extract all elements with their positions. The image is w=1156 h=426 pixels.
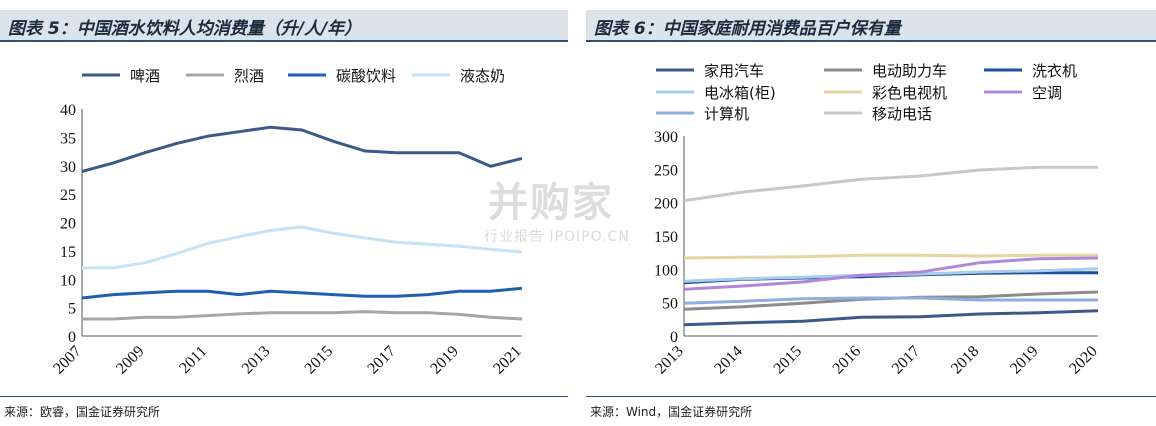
x-tick-label: 2020: [1066, 343, 1101, 378]
series-line-计算机: [683, 296, 1098, 305]
x-tick-label: 2009: [113, 343, 148, 378]
source-divider: [0, 396, 568, 397]
chart-title-bar: 图表 5：中国酒水饮料人均消费量（升/人/年）: [0, 10, 568, 42]
y-tick-label: 30: [60, 159, 76, 176]
legend-label: 碳酸饮料: [336, 67, 396, 85]
x-tick-label: 2013: [239, 343, 274, 378]
y-tick-label: 300: [654, 129, 678, 146]
y-tick-label: 25: [60, 187, 76, 204]
x-tick-label: 2018: [948, 343, 983, 378]
y-tick-label: 200: [654, 196, 678, 213]
series-line-液态奶: [82, 225, 523, 270]
series-line-烈酒: [82, 310, 523, 321]
y-tick-label: 0: [68, 329, 76, 346]
y-tick-label: 5: [68, 301, 76, 318]
legend-label: 洗衣机: [1032, 62, 1077, 80]
series-line-碳酸饮料: [81, 286, 523, 300]
series-line-彩色电视机: [683, 253, 1098, 260]
y-tick-label: 250: [654, 162, 678, 179]
legend-label: 液态奶: [460, 67, 505, 85]
series-line-空调: [683, 256, 1099, 291]
beverage-line-chart: 0 5 10 15 20 25 30 35 40 2007 2009 2011 2013 2015 2017…: [50, 67, 525, 378]
chart-title: 图表 5：中国酒水饮料人均消费量（升/人/年）: [8, 19, 362, 39]
source-note: 来源：欧睿，国金证券研究所: [4, 405, 161, 419]
chart-panel-durables: 图表 6：中国家庭耐用消费品百户保有量 0 50 100 150 200 250 300 20…: [586, 0, 1156, 426]
chart-title-bar: 图表 6：中国家庭耐用消费品百户保有量: [586, 10, 1156, 42]
legend-label: 电冰箱(柜): [704, 84, 776, 102]
legend-label: 家用汽车: [704, 62, 764, 80]
y-tick-label: 35: [60, 130, 76, 147]
x-tick-label: 2014: [711, 343, 746, 378]
legend-label: 空调: [1032, 84, 1062, 102]
x-tick-label: 2017: [889, 343, 924, 378]
y-tick-label: 10: [60, 272, 76, 289]
durables-line-chart: 0 50 100 150 200 250 300 2013 2014 2015 2016 2017 20…: [652, 62, 1101, 378]
x-tick-label: 2015: [302, 343, 337, 378]
x-tick-label: 2019: [427, 343, 462, 378]
y-tick-label: 150: [654, 229, 678, 246]
y-tick-label: 15: [60, 244, 76, 261]
y-tick-label: 0: [670, 329, 678, 346]
legend-label: 移动电话: [872, 105, 932, 123]
x-tick-label: 2019: [1007, 343, 1042, 378]
series-line-啤酒: [81, 125, 523, 173]
source-divider: [586, 396, 1156, 397]
x-tick-label: 2011: [176, 343, 210, 377]
chart-title: 图表 6：中国家庭耐用消费品百户保有量: [594, 19, 901, 39]
x-tick-label: 2007: [50, 343, 85, 378]
legend-label: 彩色电视机: [872, 84, 947, 102]
y-tick-label: 50: [662, 296, 678, 313]
x-tick-label: 2013: [652, 343, 687, 378]
series-line-移动电话: [683, 165, 1098, 203]
legend-label: 计算机: [704, 105, 749, 123]
x-tick-label: 2015: [770, 343, 805, 378]
x-tick-label: 2017: [364, 343, 399, 378]
x-tick-label: 2016: [830, 343, 865, 378]
series-line-家用汽车: [683, 309, 1099, 327]
legend-label: 烈酒: [234, 67, 264, 85]
y-tick-label: 40: [60, 102, 76, 119]
chart-panel-beverages: 图表 5：中国酒水饮料人均消费量（升/人/年） 0 5 10 15 20 25 30 35 40…: [0, 0, 568, 426]
y-tick-label: 20: [60, 216, 76, 233]
x-tick-label: 2021: [490, 343, 525, 378]
legend-label: 电动助力车: [872, 62, 947, 80]
y-tick-label: 100: [654, 262, 678, 279]
source-note: 来源：Wind，国金证券研究所: [590, 405, 753, 419]
legend-label: 啤酒: [130, 67, 160, 85]
